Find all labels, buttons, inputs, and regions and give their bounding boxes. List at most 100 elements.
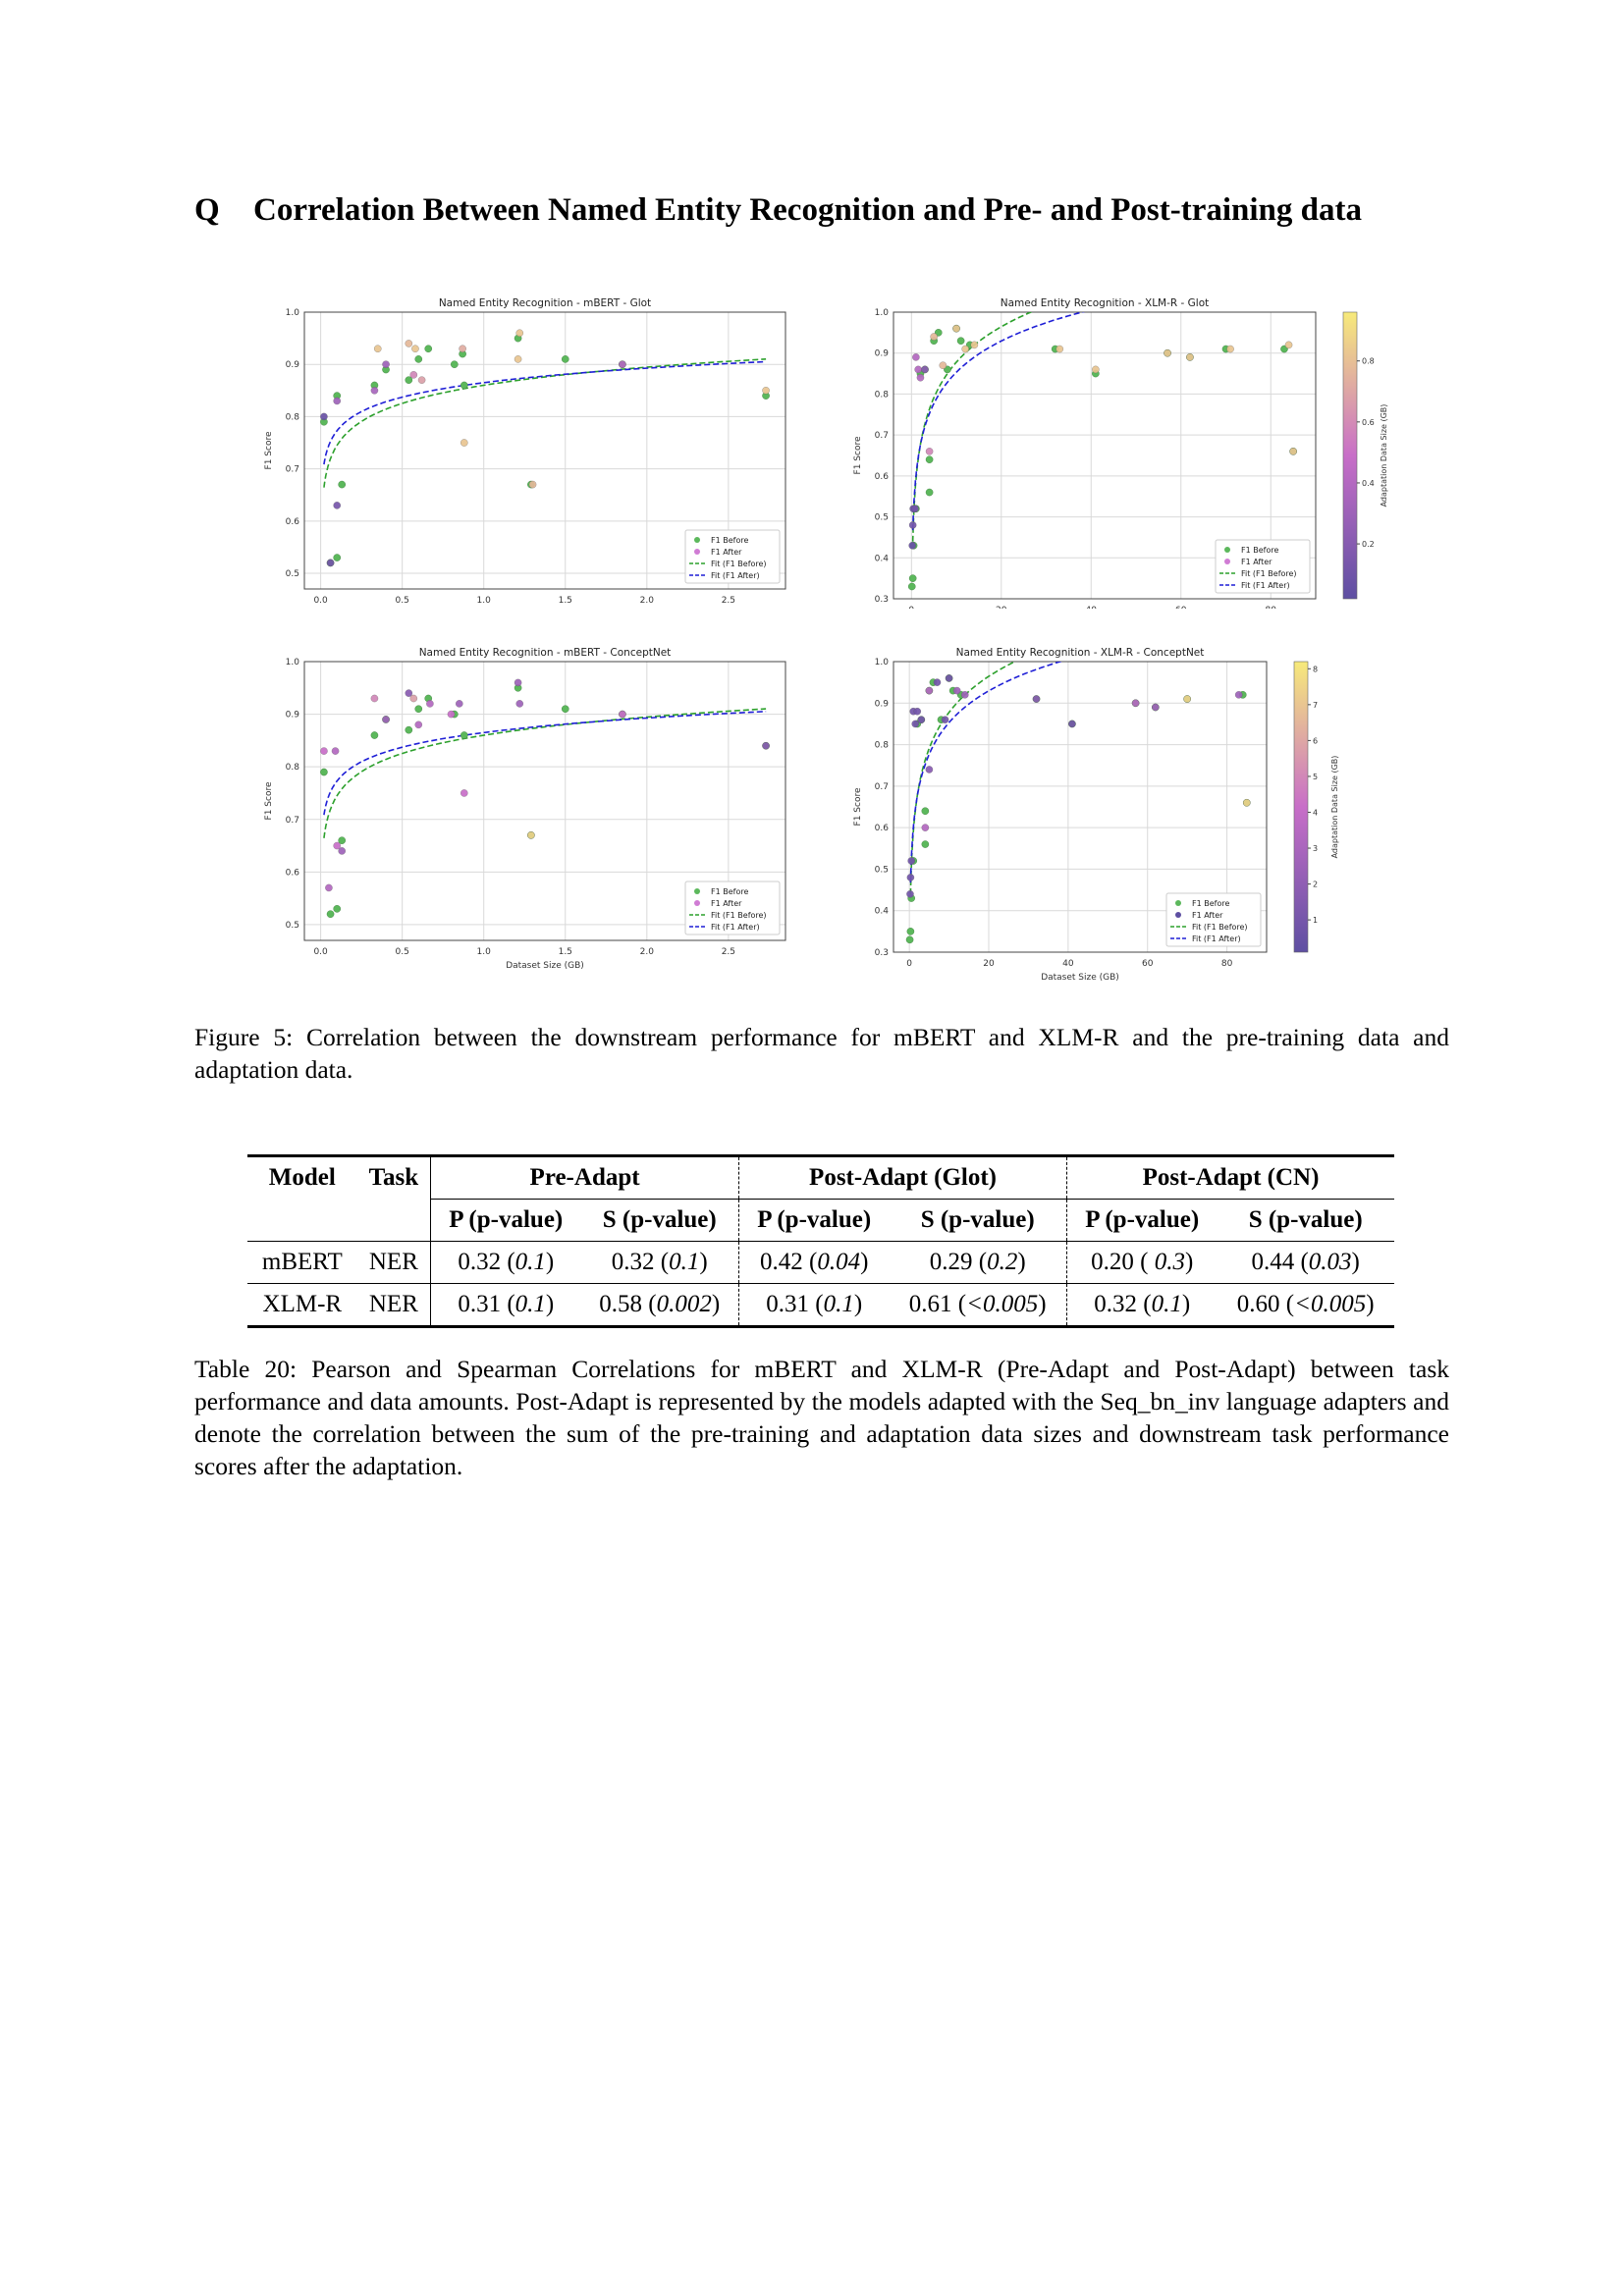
point-before: [907, 582, 916, 591]
point-before: [451, 360, 459, 369]
x-tick-label: 80: [1266, 606, 1277, 609]
point-after: [382, 716, 390, 723]
x-tick-label: 60: [1175, 606, 1187, 609]
legend-box: [684, 529, 781, 584]
point-after: [1243, 799, 1251, 807]
x-tick-label: 0.5: [395, 596, 408, 606]
fit-before-line: [323, 358, 767, 488]
subheader-p: P (p-value): [1066, 1199, 1218, 1242]
point-after: [911, 720, 919, 728]
legend-marker-after: [1224, 559, 1230, 564]
y-tick-label: 0.7: [875, 431, 889, 441]
point-after: [1186, 353, 1194, 361]
legend-label: Fit (F1 After): [711, 923, 760, 932]
point-after: [405, 340, 413, 347]
colorbar-tick-label: 1: [1313, 916, 1318, 925]
scatter-chart: Named Entity Recognition - mBERT - Conce…: [264, 647, 786, 971]
colorbar-tick-label: 0.2: [1362, 540, 1375, 549]
fit-after-line: [909, 662, 1063, 883]
point-after: [333, 397, 341, 405]
y-tick-label: 0.3: [875, 948, 889, 958]
subheader-p: P (p-value): [738, 1199, 890, 1242]
y-tick-label: 1.0: [875, 308, 890, 318]
cell-value: 0.32 (0.1): [430, 1241, 581, 1284]
fit-before-line: [323, 708, 767, 838]
col-header-post-adapt-cn: Post-Adapt (CN): [1066, 1154, 1394, 1200]
chart-title: Named Entity Recognition - XLM-R - Conce…: [956, 647, 1205, 659]
colorbar: [1342, 311, 1358, 600]
point-after: [459, 345, 466, 352]
point-after: [916, 373, 925, 382]
subheader-p: P (p-value): [430, 1199, 581, 1242]
y-tick-label: 0.9: [875, 349, 890, 359]
legend-label: Fit (F1 After): [711, 571, 760, 580]
scatter-chart: Named Entity Recognition - XLM-R - Glot 0…: [853, 297, 1388, 609]
plot-frame: [893, 661, 1268, 953]
point-before: [333, 554, 342, 561]
point-after: [514, 355, 522, 363]
point-after: [911, 505, 919, 512]
point-before: [925, 455, 934, 463]
point-after: [460, 439, 468, 447]
point-after: [952, 686, 961, 695]
legend-label: Fit (F1 Before): [711, 560, 767, 568]
point-before: [405, 376, 413, 384]
cell-value: 0.31 (0.1): [430, 1283, 581, 1328]
point-after: [619, 360, 626, 368]
subheader-s: S (p-value): [580, 1199, 740, 1242]
cell-task: NER: [356, 1283, 432, 1328]
y-tick-label: 0.6: [286, 517, 300, 527]
point-after: [939, 361, 947, 369]
cell-value: 0.29 (0.2): [889, 1241, 1068, 1284]
plot-frame: [893, 311, 1317, 600]
table-row: mBERT NER 0.32 (0.1) 0.32 (0.1) 0.42 (0.…: [247, 1241, 1394, 1284]
fit-before-line: [911, 312, 1033, 542]
point-after: [1068, 720, 1076, 728]
x-tick-label: 40: [1062, 959, 1074, 969]
point-before: [944, 365, 951, 374]
y-tick-label: 0.9: [875, 699, 890, 709]
point-before: [370, 731, 379, 739]
point-after: [908, 542, 916, 550]
legend-label: F1 Before: [1192, 899, 1229, 908]
point-after: [762, 741, 770, 750]
chart-title: Named Entity Recognition - mBERT - Glot: [439, 297, 651, 309]
point-after: [1092, 365, 1100, 374]
point-after: [1226, 345, 1234, 353]
point-before: [414, 355, 423, 363]
y-tick-label: 0.8: [875, 390, 890, 400]
legend-label: F1 Before: [711, 887, 748, 896]
subheader-s: S (p-value): [1217, 1199, 1394, 1242]
y-tick-label: 0.7: [286, 816, 299, 826]
point-before: [561, 705, 569, 714]
legend-marker-before: [694, 537, 700, 543]
point-before: [424, 345, 433, 353]
colorbar-tick-label: 5: [1313, 773, 1318, 781]
point-after: [333, 502, 341, 509]
legend-label: Fit (F1 Before): [1241, 569, 1297, 578]
point-after: [619, 710, 626, 719]
y-axis-label: F1 Score: [853, 436, 863, 474]
y-axis-label: F1 Score: [264, 781, 274, 820]
point-before: [921, 807, 930, 816]
colorbar-tick-label: 0.4: [1362, 479, 1375, 488]
col-header-pre-adapt: Pre-Adapt: [430, 1154, 740, 1200]
y-tick-label: 0.6: [286, 868, 300, 878]
x-tick-label: 40: [1086, 606, 1098, 609]
point-before: [338, 480, 347, 489]
x-tick-label: 20: [996, 606, 1007, 609]
point-after: [460, 789, 468, 797]
cell-model: XLM-R: [247, 1283, 357, 1328]
point-after: [338, 847, 346, 855]
legend-marker-after: [694, 900, 700, 906]
point-after: [414, 721, 423, 729]
point-after: [456, 700, 463, 708]
point-after: [528, 480, 537, 489]
cell-value: 0.32 (0.1): [580, 1241, 740, 1284]
point-after: [970, 341, 979, 349]
point-after: [1289, 448, 1297, 455]
col-header-post-adapt-glot: Post-Adapt (Glot): [738, 1154, 1068, 1200]
point-after: [1183, 695, 1191, 703]
x-tick-label: 20: [983, 959, 995, 969]
col-header-model: Model: [247, 1154, 357, 1200]
